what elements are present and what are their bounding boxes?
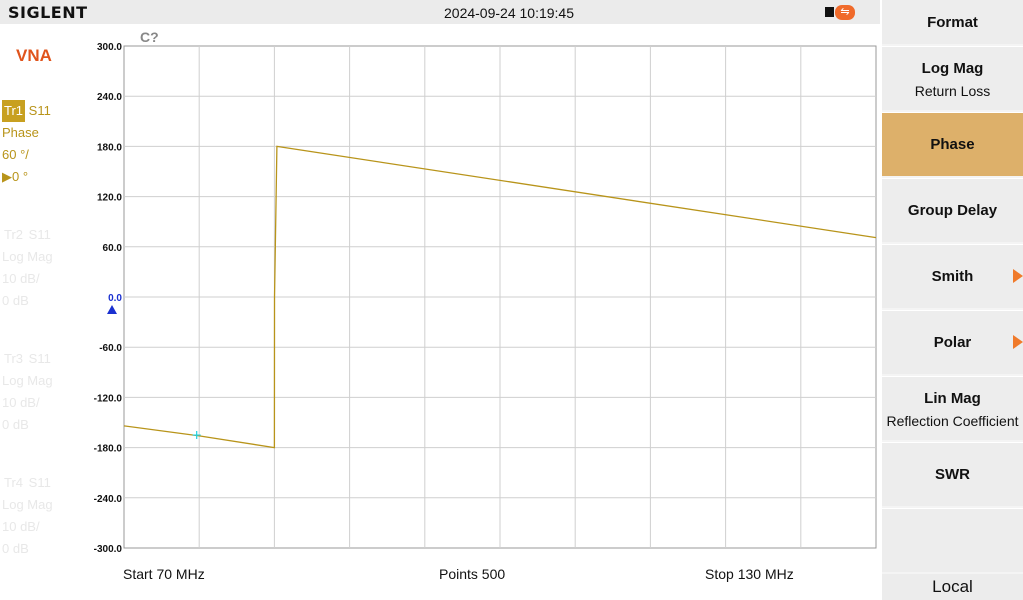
trace-param: S11 (28, 351, 51, 366)
y-tick-label: 240.0 (97, 92, 122, 103)
trace-4-info[interactable]: Tr4 S11 Log Mag 10 dB/ 0 dB (2, 472, 53, 560)
y-tick-label: 300.0 (97, 42, 122, 53)
marker-cross-icon[interactable] (192, 431, 201, 440)
softkey-label (882, 509, 1023, 532)
trace-format: Phase (2, 125, 39, 140)
datetime: 2024-09-24 10:19:45 (444, 5, 574, 21)
y-tick-label: -180.0 (94, 444, 123, 455)
trace-scale: 10 dB/ (2, 395, 40, 410)
trace-tag: Tr3 (4, 351, 24, 366)
trace-format: Log Mag (2, 497, 53, 512)
phase-button[interactable]: Phase (882, 112, 1023, 176)
trace-tag: Tr2 (4, 227, 24, 242)
status-bar: SIGLENT 2024-09-24 10:19:45 ⇋ (0, 0, 880, 24)
softkey-label: SWR (935, 466, 970, 483)
trace-scale: 60 °/ (2, 147, 29, 162)
reference-level-marker-icon[interactable] (107, 305, 117, 314)
submenu-arrow-icon (1013, 335, 1023, 349)
softkey-label: Log Mag (921, 60, 984, 77)
mode-label: VNA (16, 46, 52, 65)
trace-ref: 0 dB (2, 541, 29, 556)
trace-format: Log Mag (2, 249, 53, 264)
storage-icon (825, 7, 834, 17)
y-tick-label: -300.0 (94, 544, 123, 555)
lin-mag-button[interactable]: Lin Mag Reflection Coefficient (882, 376, 1023, 440)
softkey-label: Polar (933, 334, 972, 351)
trace-panel: VNA Tr1 S11 Phase 60 °/ ▶0 ° Tr2 S11 Log… (0, 24, 90, 600)
y-tick-label: -60.0 (99, 343, 122, 354)
y-tick-label: 60.0 (103, 243, 123, 254)
menu-title-label: Format (927, 14, 978, 31)
stop-frequency[interactable]: Stop 130 MHz (705, 566, 794, 582)
trace-format: Log Mag (2, 373, 53, 388)
smith-button[interactable]: Smith (882, 244, 1023, 308)
trace-ref: 0 dB (2, 417, 29, 432)
trace-2-info[interactable]: Tr2 S11 Log Mag 10 dB/ 0 dB (2, 224, 53, 312)
trace-ref: 0 dB (2, 293, 29, 308)
start-frequency[interactable]: Start 70 MHz (123, 566, 205, 582)
trace-ref: ▶0 ° (2, 169, 29, 184)
y-tick-label: -240.0 (94, 494, 123, 505)
trace-plot[interactable]: 300.0 240.0 180.0 120.0 60.0 0.0 -60.0 -120.0 -1… (0, 24, 880, 600)
series-layer (123, 145, 877, 449)
cal-status: C? (140, 29, 159, 45)
menu-title: Format (882, 0, 1023, 44)
group-delay-button[interactable]: Group Delay (882, 178, 1023, 242)
y-tick-label: 0.0 (108, 293, 122, 304)
swr-button[interactable]: SWR (882, 442, 1023, 506)
y-tick-label: 120.0 (97, 193, 122, 204)
softkey-sublabel: Reflection Coefficient (886, 413, 1019, 429)
usb-badge: ⇋ (835, 5, 855, 20)
softkey-label: Smith (931, 268, 974, 285)
submenu-arrow-icon (1013, 269, 1023, 283)
brand-logo: SIGLENT (8, 3, 88, 22)
trace-scale: 10 dB/ (2, 271, 40, 286)
trace-1-info[interactable]: Tr1 S11 Phase 60 °/ ▶0 ° (2, 100, 51, 188)
softkey-label: Phase (930, 136, 975, 153)
trace-param: S11 (28, 227, 51, 242)
softkey-menu: Format Log Mag Return Loss Phase Group Dela… (882, 0, 1023, 600)
empty-softkey[interactable] (882, 508, 1023, 572)
y-tick-label: 180.0 (97, 142, 122, 153)
y-tick-labels: 300.0 240.0 180.0 120.0 60.0 0.0 -60.0 -120.0 -1… (94, 42, 123, 555)
trace-tag: Tr1 (2, 100, 26, 122)
trace-param: S11 (28, 103, 51, 118)
trace-scale: 10 dB/ (2, 519, 40, 534)
trace-3-info[interactable]: Tr3 S11 Log Mag 10 dB/ 0 dB (2, 348, 53, 436)
local-button[interactable]: Local (882, 574, 1023, 600)
usb-icon: ⇋ (825, 5, 855, 20)
sweep-points[interactable]: Points 500 (439, 566, 506, 582)
trace-tag: Tr4 (4, 475, 24, 490)
softkey-label: Lin Mag (924, 390, 981, 407)
softkey-label: Group Delay (907, 202, 998, 219)
log-mag-button[interactable]: Log Mag Return Loss (882, 46, 1023, 110)
trace-param: S11 (28, 475, 51, 490)
plot-grid (123, 45, 877, 549)
polar-button[interactable]: Polar (882, 310, 1023, 374)
trace-1-line (123, 145, 877, 449)
softkey-sublabel: Return Loss (914, 83, 991, 99)
y-tick-label: -120.0 (94, 393, 123, 404)
